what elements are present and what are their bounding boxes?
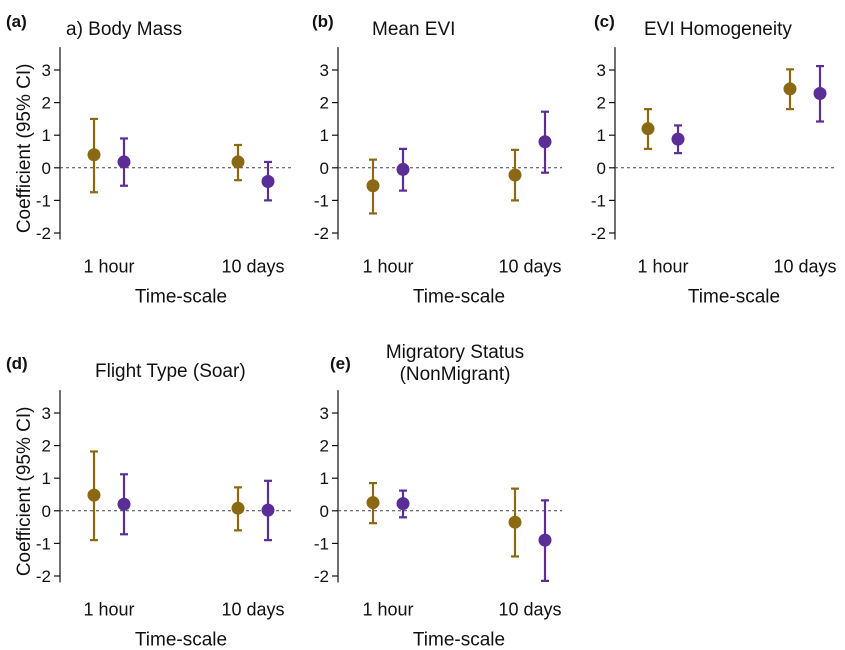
panel-title-5-line-1: Migratory Status (386, 342, 524, 363)
data-point-2-0-1 (396, 162, 410, 176)
x-category-label-4-1: 10 days (221, 600, 284, 620)
data-point-2-0-0 (366, 179, 380, 193)
data-point-3-1-0 (783, 82, 797, 96)
y-tick-label-1-2: 0 (42, 159, 51, 178)
y-tick-label-3-4: 2 (597, 94, 606, 113)
x-category-label-3-0: 1 hour (637, 257, 688, 277)
y-tick-label-4-0: -2 (36, 567, 51, 586)
y-tick-label-1-3: 1 (42, 126, 51, 145)
data-point-3-0-0 (641, 122, 655, 136)
y-tick-label-1-0: -2 (36, 224, 51, 243)
data-point-2-1-0 (508, 168, 522, 182)
y-tick-label-2-3: 1 (320, 126, 329, 145)
x-category-label-3-1: 10 days (773, 257, 836, 277)
y-tick-label-2-5: 3 (320, 61, 329, 80)
data-point-1-1-1 (261, 174, 275, 188)
x-category-label-2-0: 1 hour (362, 257, 413, 277)
x-category-label-1-1: 10 days (221, 257, 284, 277)
y-tick-label-2-4: 2 (320, 94, 329, 113)
y-tick-label-5-3: 1 (320, 469, 329, 488)
data-point-4-0-0 (87, 488, 101, 502)
y-tick-label-3-0: -2 (591, 224, 606, 243)
y-tick-label-5-4: 2 (320, 437, 329, 456)
x-category-label-5-1: 10 days (498, 600, 561, 620)
x-category-label-5-0: 1 hour (362, 600, 413, 620)
data-point-3-1-1 (813, 86, 827, 100)
data-point-1-0-1 (117, 155, 131, 169)
x-axis-label-4: Time-scale (135, 630, 227, 650)
panel-title-4: Flight Type (Soar) (95, 361, 246, 382)
panel-letter-3: (c) (594, 12, 615, 31)
data-point-5-0-1 (396, 497, 410, 511)
data-point-4-1-0 (231, 501, 245, 515)
y-tick-label-4-2: 0 (42, 502, 51, 521)
x-category-label-1-0: 1 hour (83, 257, 134, 277)
panel-letter-1: (a) (6, 12, 27, 31)
y-tick-label-3-3: 1 (597, 126, 606, 145)
y-axis-label-1: Coefficient (95% CI) (14, 64, 35, 234)
y-tick-label-2-1: -1 (314, 191, 329, 210)
x-category-label-2-1: 10 days (498, 257, 561, 277)
x-axis-label-1: Time-scale (135, 287, 227, 308)
data-point-2-1-1 (538, 135, 552, 149)
data-point-1-0-0 (87, 148, 101, 162)
data-point-4-1-1 (261, 503, 275, 517)
data-point-5-0-0 (366, 496, 380, 510)
y-tick-label-3-2: 0 (597, 159, 606, 178)
x-axis-label-3: Time-scale (688, 287, 780, 308)
data-point-5-1-0 (508, 515, 522, 529)
y-tick-label-4-5: 3 (42, 404, 51, 423)
y-tick-label-1-1: -1 (36, 191, 51, 210)
y-tick-label-3-1: -1 (591, 191, 606, 210)
y-tick-label-4-3: 1 (42, 469, 51, 488)
x-axis-label-5: Time-scale (413, 630, 505, 650)
y-tick-label-5-2: 0 (320, 502, 329, 521)
data-point-3-0-1 (671, 132, 685, 146)
panel-title-1: a) Body Mass (66, 19, 182, 40)
y-tick-label-4-1: -1 (36, 534, 51, 553)
panel-letter-4: (d) (6, 354, 28, 373)
panel-letter-2: (b) (312, 12, 334, 31)
data-point-1-1-0 (231, 155, 245, 169)
y-tick-label-2-2: 0 (320, 159, 329, 178)
y-tick-label-4-4: 2 (42, 437, 51, 456)
y-tick-label-5-5: 3 (320, 404, 329, 423)
y-tick-label-1-5: 3 (42, 61, 51, 80)
y-tick-label-5-1: -1 (314, 534, 329, 553)
panel-title-5-line-2: (NonMigrant) (400, 364, 511, 385)
panel-letter-5: (e) (330, 354, 351, 373)
y-tick-label-5-0: -2 (314, 567, 329, 586)
panel-title-3: EVI Homogeneity (644, 19, 792, 40)
y-tick-label-3-5: 3 (597, 61, 606, 80)
data-point-5-1-1 (538, 533, 552, 547)
y-axis-label-4: Coefficient (95% CI) (14, 407, 35, 577)
x-axis-label-2: Time-scale (413, 287, 505, 308)
data-point-4-0-1 (117, 497, 131, 511)
panel-title-2: Mean EVI (372, 19, 455, 40)
y-tick-label-2-0: -2 (314, 224, 329, 243)
y-tick-label-1-4: 2 (42, 94, 51, 113)
x-category-label-4-0: 1 hour (83, 600, 134, 620)
